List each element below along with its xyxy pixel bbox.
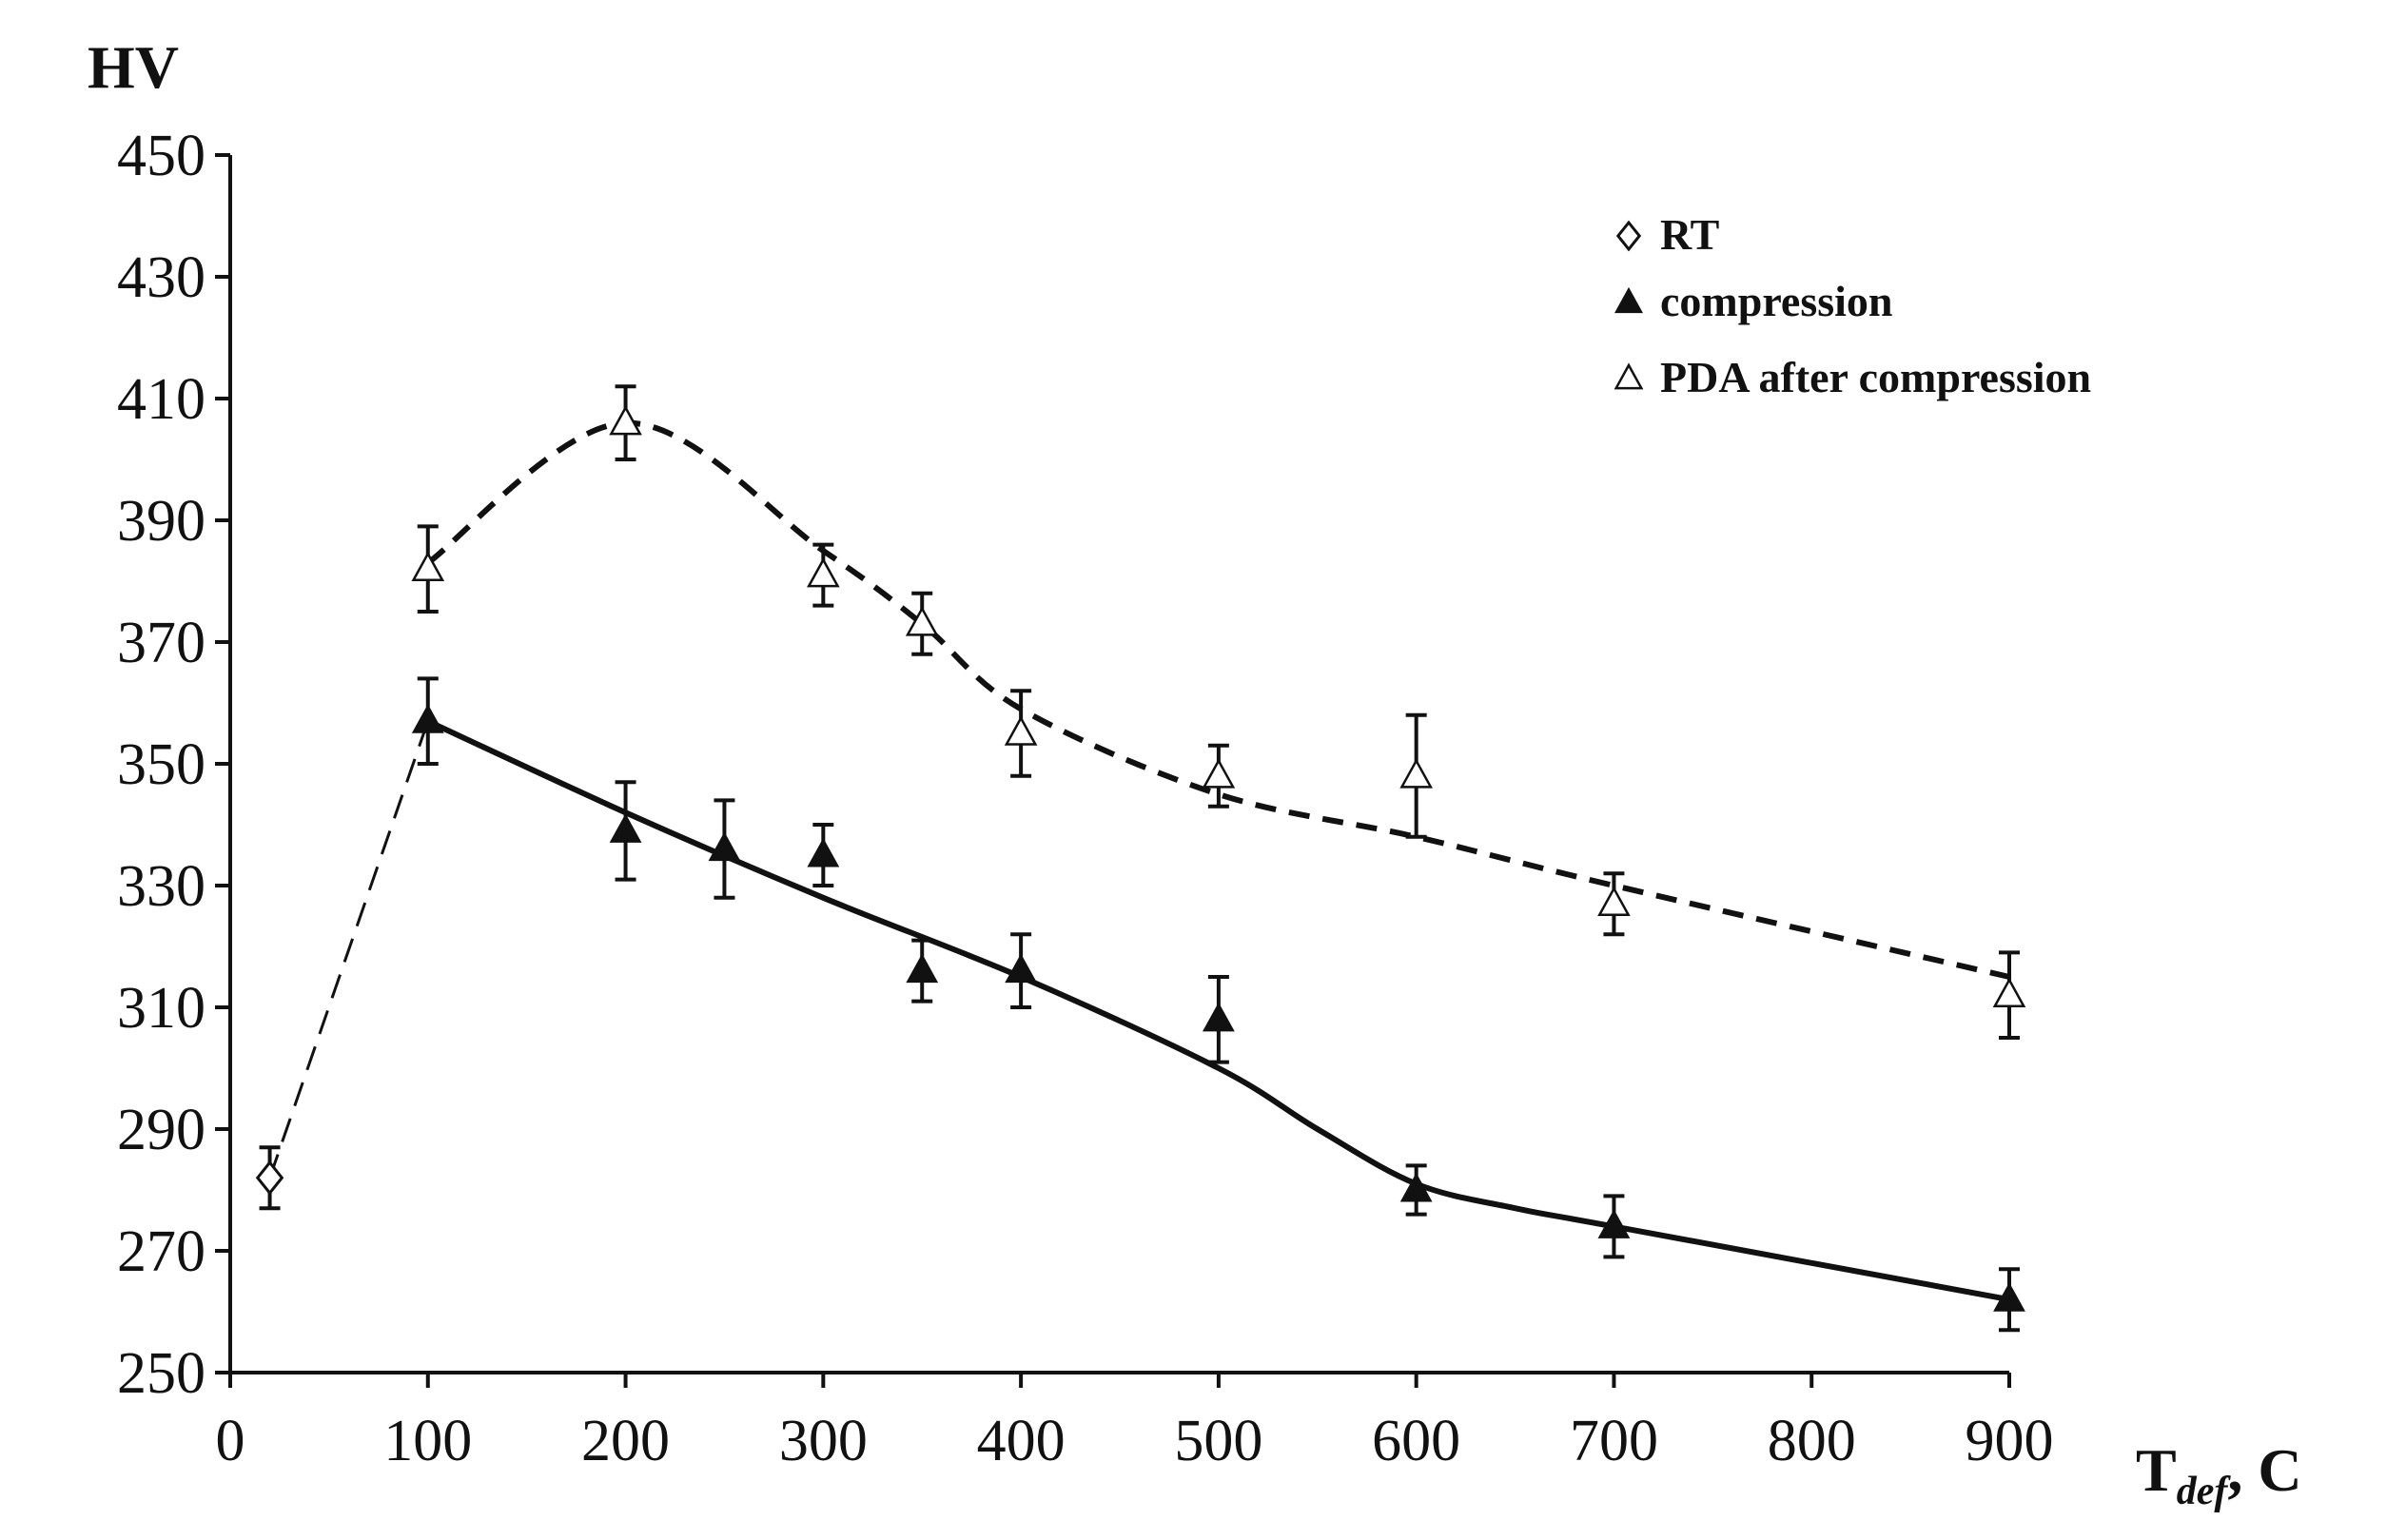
- compression-trend: [426, 718, 2010, 1303]
- x-axis-title-subscript: def: [2177, 1470, 2232, 1513]
- pda-marker: [1202, 758, 1236, 789]
- legend-marker-compression: [1614, 286, 1643, 314]
- compression-marker: [609, 813, 642, 843]
- y-tick-label: 450: [117, 124, 205, 188]
- legend-label-compression: compression: [1660, 277, 1893, 325]
- y-tick-label: 330: [117, 854, 205, 919]
- y-tick-label: 270: [117, 1219, 205, 1284]
- compression-marker: [1202, 1002, 1235, 1032]
- rt-to-compression-link: [268, 720, 430, 1179]
- axes: [228, 155, 2009, 1374]
- compression-marker: [411, 704, 444, 733]
- x-tick-label: 0: [216, 1409, 245, 1473]
- x-tick-label: 900: [1966, 1409, 2054, 1473]
- y-tick-label: 390: [117, 489, 205, 554]
- pda-trend: [426, 419, 2010, 980]
- compression-marker: [1005, 953, 1038, 984]
- y-tick-label: 410: [117, 367, 205, 432]
- y-tick-label: 290: [117, 1098, 205, 1162]
- pda-marker: [1597, 886, 1631, 916]
- trend-lines: [268, 419, 2010, 1303]
- data-markers: [255, 405, 2026, 1312]
- x-tick-label: 400: [977, 1409, 1066, 1473]
- rt-marker: [255, 1160, 284, 1196]
- x-tick-label: 700: [1570, 1409, 1658, 1473]
- x-tick-label: 300: [779, 1409, 868, 1473]
- y-tick-label: 310: [117, 976, 205, 1041]
- y-axis-title: HV: [88, 33, 179, 101]
- pda-marker: [807, 557, 840, 588]
- pda-marker: [609, 405, 642, 436]
- x-ticks: 0 100 200 300 400 500 600 700 800 900: [216, 1373, 2054, 1473]
- y-tick-label: 430: [117, 245, 205, 310]
- x-axis-title-unit: , C: [2227, 1436, 2301, 1504]
- legend-label-pda: PDA after compression: [1660, 353, 2091, 401]
- compression-marker: [807, 837, 840, 867]
- pda-marker: [1399, 758, 1433, 789]
- y-tick-label: 350: [117, 732, 205, 797]
- legend-item-rt: RT: [1615, 210, 1719, 259]
- y-ticks: 250 270 290 310 330 350 370 390 410 430 450: [117, 124, 230, 1406]
- x-tick-label: 100: [383, 1409, 472, 1473]
- compression-marker: [1399, 1172, 1433, 1202]
- x-tick-label: 600: [1372, 1409, 1460, 1473]
- pda-marker: [1992, 977, 2026, 1007]
- error-bars: [259, 384, 2020, 1333]
- legend-marker-pda: [1614, 362, 1644, 390]
- compression-marker: [1597, 1209, 1631, 1238]
- x-axis-title: Tdef, C: [2136, 1436, 2302, 1513]
- x-tick-label: 200: [581, 1409, 670, 1473]
- pda-marker: [1004, 715, 1038, 746]
- legend-item-compression: compression: [1614, 277, 1893, 325]
- compression-marker: [708, 831, 741, 862]
- y-tick-label: 250: [117, 1341, 205, 1406]
- legend-item-pda: PDA after compression: [1614, 353, 2091, 401]
- pda-marker: [411, 551, 445, 581]
- x-tick-label: 800: [1768, 1409, 1856, 1473]
- pda-marker: [905, 606, 939, 636]
- x-axis-title-main: T: [2136, 1436, 2177, 1504]
- compression-marker: [906, 953, 939, 984]
- legend-label-rt: RT: [1660, 210, 1719, 259]
- y-tick-label: 370: [117, 611, 205, 675]
- compression-marker: [1993, 1282, 2025, 1312]
- x-tick-label: 500: [1174, 1409, 1262, 1473]
- legend: RT compression PDA after compression: [1614, 210, 2091, 401]
- legend-marker-rt: [1615, 220, 1642, 252]
